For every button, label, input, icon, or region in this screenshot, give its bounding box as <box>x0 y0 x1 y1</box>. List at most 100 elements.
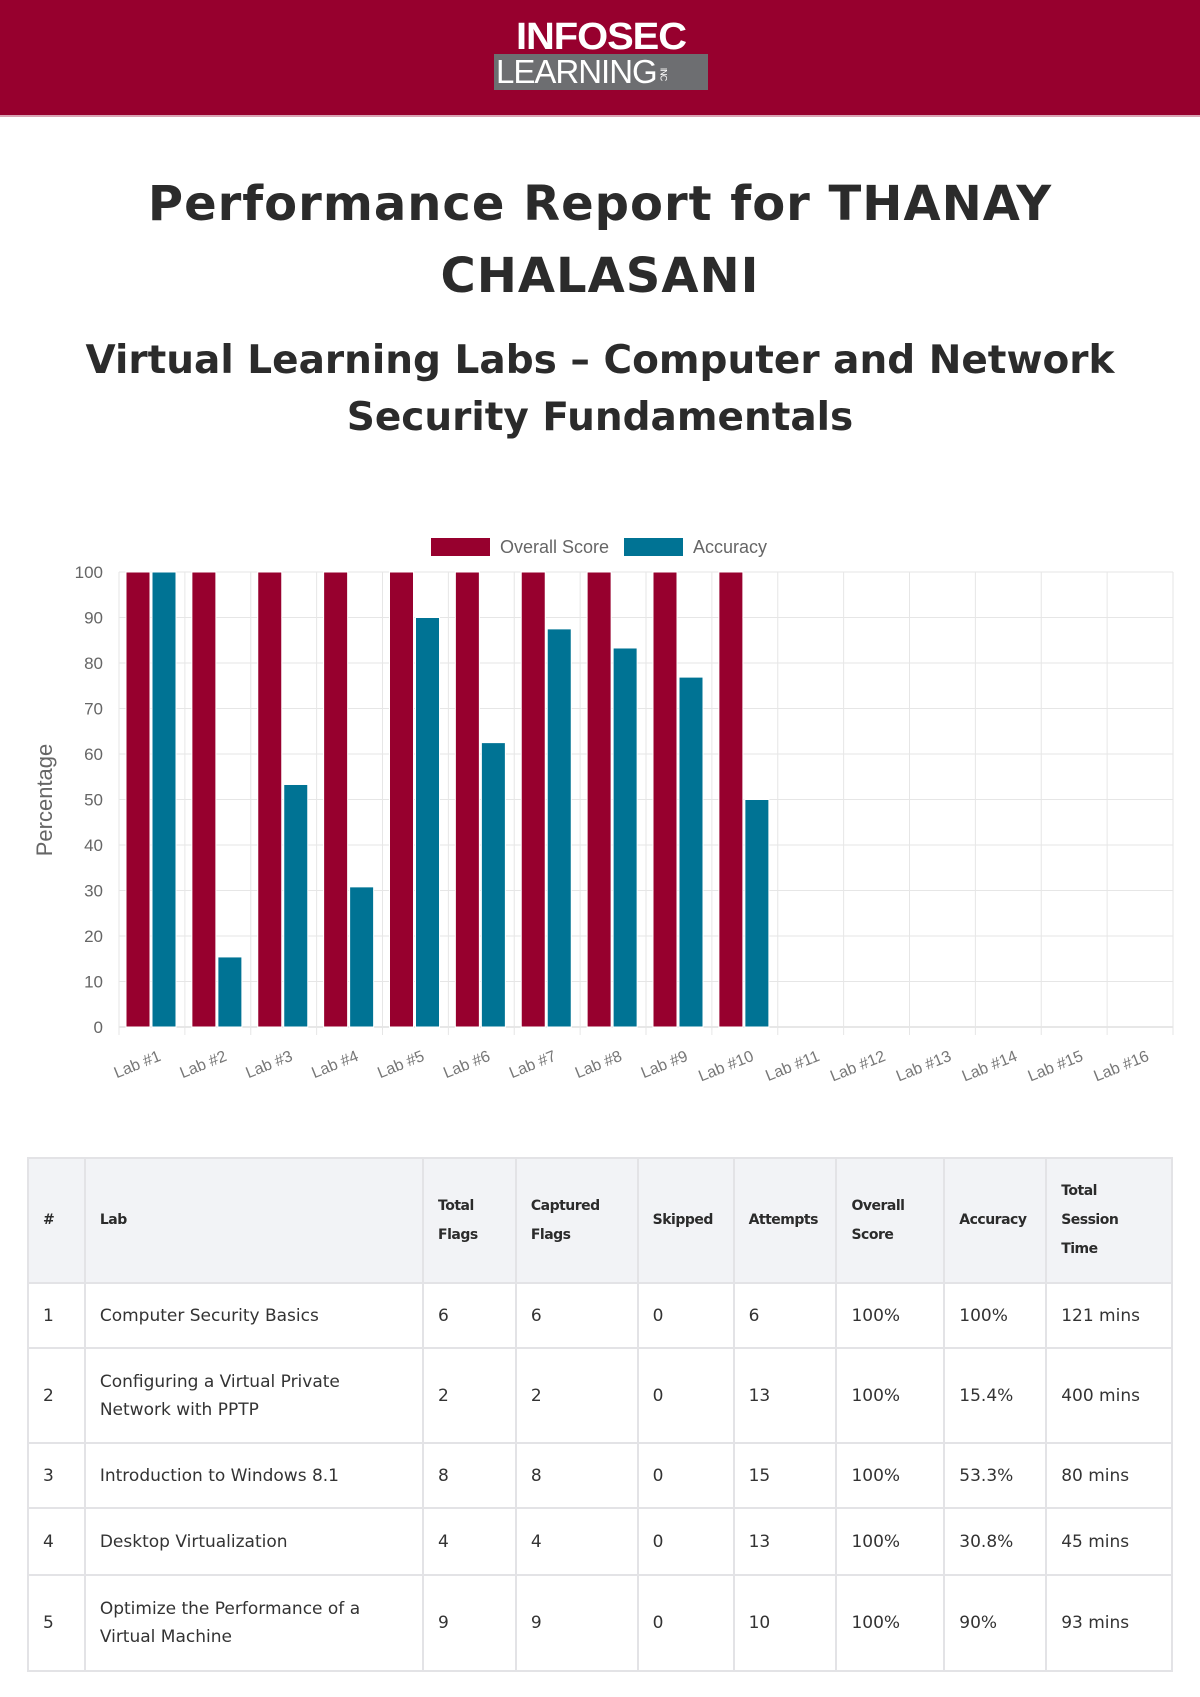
lab-results-table: # Lab Total Flags Captured Flags Skipped Attemp… <box>27 1157 1173 1672</box>
column-header: Skipped <box>636 1157 735 1284</box>
table-row: 1 Computer Security Basics 6 6 0 6 100% 100% 121… <box>27 1282 1173 1349</box>
table-cell: 3 <box>27 1442 86 1509</box>
table-row: 5 Optimize the Performance of a Virtual M… <box>27 1574 1173 1672</box>
y-tick-label: 10 <box>84 973 103 992</box>
overall-score-bar <box>454 571 480 1028</box>
logo-line2: LEARNINGINC <box>494 54 708 90</box>
table-cell: 0 <box>636 1282 735 1349</box>
table-cell: 8 <box>514 1442 639 1509</box>
table-cell: 121 mins <box>1045 1282 1173 1349</box>
column-header: Total Flags <box>422 1157 517 1284</box>
logo-inc: INC <box>657 68 668 81</box>
y-tick-label: 20 <box>84 927 103 946</box>
table-cell: 6 <box>422 1282 517 1349</box>
table-cell: 6 <box>514 1282 639 1349</box>
legend-label: Overall Score <box>500 537 609 557</box>
accuracy-bar <box>612 647 638 1028</box>
y-tick-label: 0 <box>94 1018 103 1037</box>
table-cell: 2 <box>514 1347 639 1444</box>
y-tick-label: 70 <box>84 700 103 719</box>
logo-learning: LEARNING <box>496 53 658 90</box>
performance-chart: 0 10 20 30 40 50 60 70 80 90 100 Lab #1 Lab #2 Lab #3… <box>32 537 1174 1085</box>
overall-score-bar <box>389 571 414 1028</box>
x-tick-label: Lab #8 <box>573 1048 625 1082</box>
y-tick-label: 30 <box>84 882 103 901</box>
column-header: Captured Flags <box>514 1157 639 1284</box>
table-cell: 400 mins <box>1045 1347 1173 1444</box>
table-cell: 100% <box>835 1574 946 1672</box>
table-row: 4 Desktop Virtualization 4 4 0 13 100% 30.8% 45 … <box>27 1507 1173 1576</box>
y-tick-label: 40 <box>84 836 103 855</box>
table-cell: 0 <box>636 1347 735 1444</box>
overall-score-bar <box>520 571 546 1028</box>
table-cell: 1 <box>27 1282 86 1349</box>
table-row: 2 Configuring a Virtual Private Network w… <box>27 1347 1173 1444</box>
table-cell: 13 <box>732 1507 838 1576</box>
x-tick-label: Lab #9 <box>639 1048 691 1082</box>
table-cell: 0 <box>636 1507 735 1576</box>
table-cell: Computer Security Basics <box>83 1282 425 1349</box>
table-cell: Desktop Virtualization <box>83 1507 425 1576</box>
table-cell: 0 <box>636 1574 735 1672</box>
accuracy-bar <box>217 956 243 1028</box>
column-header: Accuracy <box>943 1157 1048 1284</box>
y-tick-label: 100 <box>75 563 103 582</box>
column-header: Overall Score <box>835 1157 946 1284</box>
column-header: # <box>27 1157 86 1284</box>
x-tick-label: Lab #4 <box>309 1048 361 1082</box>
table-header-row: # Lab Total Flags Captured Flags Skipped Attemp… <box>27 1157 1173 1284</box>
column-header: Lab <box>83 1157 425 1284</box>
page-subtitle: Virtual Learning Labs – Computer and Net… <box>85 338 1115 440</box>
table-cell: 0 <box>636 1442 735 1509</box>
table-cell: 80 mins <box>1045 1442 1173 1509</box>
table-cell: 15.4% <box>943 1347 1048 1444</box>
x-tick-label: Lab #10 <box>696 1048 756 1085</box>
x-tick-label: Lab #13 <box>894 1048 954 1085</box>
y-tick-label: 50 <box>84 791 103 810</box>
overall-score-bar <box>323 571 349 1028</box>
accuracy-bar <box>151 571 177 1028</box>
table-cell: 10 <box>732 1574 838 1672</box>
x-tick-label: Lab #2 <box>178 1048 230 1082</box>
x-tick-label: Lab #11 <box>763 1048 822 1085</box>
x-tick-label: Lab #1 <box>112 1048 164 1082</box>
column-header: Attempts <box>732 1157 838 1284</box>
column-header: Total Session Time <box>1045 1157 1173 1284</box>
table-cell: 100% <box>835 1347 946 1444</box>
x-tick-label: Lab #12 <box>828 1048 888 1085</box>
table-cell: 4 <box>27 1507 86 1576</box>
page-header: INFOSEC LEARNINGINC <box>0 0 1200 117</box>
overall-score-bar <box>718 571 744 1028</box>
overall-score-bar <box>586 571 612 1028</box>
table-cell: 93 mins <box>1045 1574 1173 1672</box>
table-cell: 4 <box>422 1507 517 1576</box>
overall-score-bar <box>652 571 678 1028</box>
accuracy-bar <box>744 799 770 1028</box>
infosec-learning-logo: INFOSEC LEARNINGINC <box>494 18 708 90</box>
overall-score-bar <box>257 571 283 1028</box>
table-cell: 5 <box>27 1574 86 1672</box>
x-tick-label: Lab #14 <box>960 1048 1020 1085</box>
accuracy-bar <box>283 783 309 1028</box>
overall-score-bar <box>125 571 151 1028</box>
table-cell: 100% <box>943 1282 1048 1349</box>
y-axis-label: Percentage <box>32 744 57 857</box>
legend-swatch <box>431 538 490 556</box>
x-tick-label: Lab #6 <box>441 1048 493 1082</box>
x-tick-label: Lab #16 <box>1092 1048 1152 1085</box>
accuracy-bar <box>480 742 506 1028</box>
x-tick-label: Lab #5 <box>375 1048 427 1082</box>
accuracy-bar <box>415 617 440 1028</box>
table-row: 3 Introduction to Windows 8.1 8 8 0 15 100% 53.… <box>27 1442 1173 1509</box>
table-cell: Introduction to Windows 8.1 <box>83 1442 425 1509</box>
table-cell: 15 <box>732 1442 838 1509</box>
table-cell: 2 <box>27 1347 86 1444</box>
table-cell: 53.3% <box>943 1442 1048 1509</box>
table-cell: 2 <box>422 1347 517 1444</box>
x-tick-label: Lab #15 <box>1026 1048 1086 1085</box>
overall-score-bar <box>191 571 217 1028</box>
legend-swatch <box>624 538 683 556</box>
y-tick-label: 90 <box>84 609 103 628</box>
y-tick-label: 60 <box>84 745 103 764</box>
legend-label: Accuracy <box>693 537 767 557</box>
